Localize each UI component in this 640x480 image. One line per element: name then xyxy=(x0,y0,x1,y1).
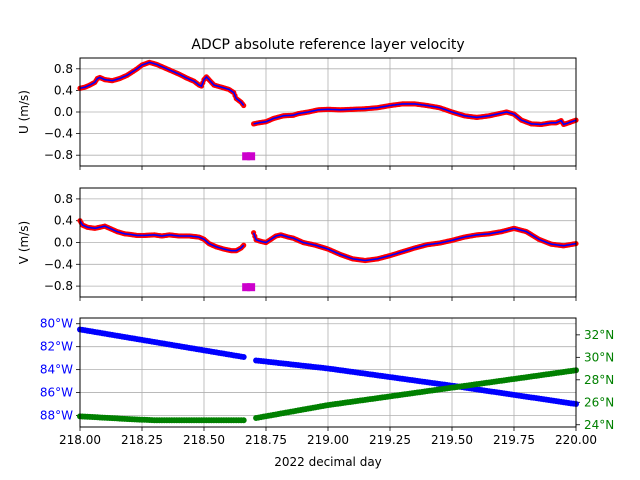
panel-V: 0.8 0.4 0.0 −0.4 −0.8 V (m/s) xyxy=(17,187,579,301)
y-tick-label: −0.4 xyxy=(44,127,73,141)
longitude-tick-label: 86°W xyxy=(40,386,73,400)
longitude-tick-label: 80°W xyxy=(40,317,73,331)
y-tick-label: −0.4 xyxy=(44,257,73,271)
axes-frame xyxy=(79,187,577,298)
panel-position: 218.00 218.25 218.50 218.75 219.00 219.25 219.… xyxy=(40,317,614,469)
marker-square xyxy=(247,283,256,292)
y-tick-label: 0.0 xyxy=(54,105,73,119)
longitude-tick-label: 82°W xyxy=(40,340,73,354)
velocity-line xyxy=(253,103,577,126)
y-tick-label: 0.8 xyxy=(54,192,73,206)
latitude-tick-label: 24°N xyxy=(584,418,614,432)
x-axis-label: 2022 decimal day xyxy=(274,455,382,469)
longitude-tick-label: 88°W xyxy=(40,409,73,423)
y-tick-label: −0.8 xyxy=(44,148,73,162)
y-axis-label: U (m/s) xyxy=(17,90,31,134)
x-tick-label: 218.75 xyxy=(245,433,287,447)
x-tick-label: 220.00 xyxy=(555,433,597,447)
x-tick-label: 219.25 xyxy=(369,433,411,447)
x-tick-label: 218.25 xyxy=(121,433,163,447)
latitude-point xyxy=(240,417,247,424)
x-tick-label: 219.75 xyxy=(493,433,535,447)
x-tick-label: 219.50 xyxy=(431,433,473,447)
figure-title: ADCP absolute reference layer velocity xyxy=(191,37,464,53)
marker-square xyxy=(242,152,251,161)
panel-U: 0.8 0.4 0.0 −0.4 −0.8 U (m/s) xyxy=(17,57,579,170)
latitude-tick-label: 26°N xyxy=(584,395,614,409)
panels: 0.8 0.4 0.0 −0.4 −0.8 U (m/s) 0.8 0.4 0.0 −0.4 −0.… xyxy=(17,57,614,469)
y-tick-label: 0.4 xyxy=(54,83,73,97)
axes-frame xyxy=(79,57,577,167)
marker-square xyxy=(242,283,251,292)
velocity-line xyxy=(79,61,245,107)
x-tick-label: 219.00 xyxy=(307,433,349,447)
velocity-line xyxy=(252,227,577,262)
y-axis-label: V (m/s) xyxy=(17,221,31,264)
longitude-tick-label: 84°W xyxy=(40,363,73,377)
y-tick-label: −0.8 xyxy=(44,279,73,293)
marker-square xyxy=(247,152,256,161)
latitude-tick-label: 30°N xyxy=(584,350,614,364)
latitude-tick-label: 28°N xyxy=(584,373,614,387)
x-tick-label: 218.00 xyxy=(59,433,101,447)
y-tick-label: 0.0 xyxy=(54,236,73,250)
y-tick-label: 0.8 xyxy=(54,62,73,76)
velocity-line xyxy=(79,220,245,252)
y-tick-label: 0.4 xyxy=(54,214,73,228)
longitude-point xyxy=(240,354,247,361)
latitude-tick-label: 32°N xyxy=(584,328,614,342)
x-tick-label: 218.50 xyxy=(183,433,225,447)
axes-frame xyxy=(79,317,577,428)
